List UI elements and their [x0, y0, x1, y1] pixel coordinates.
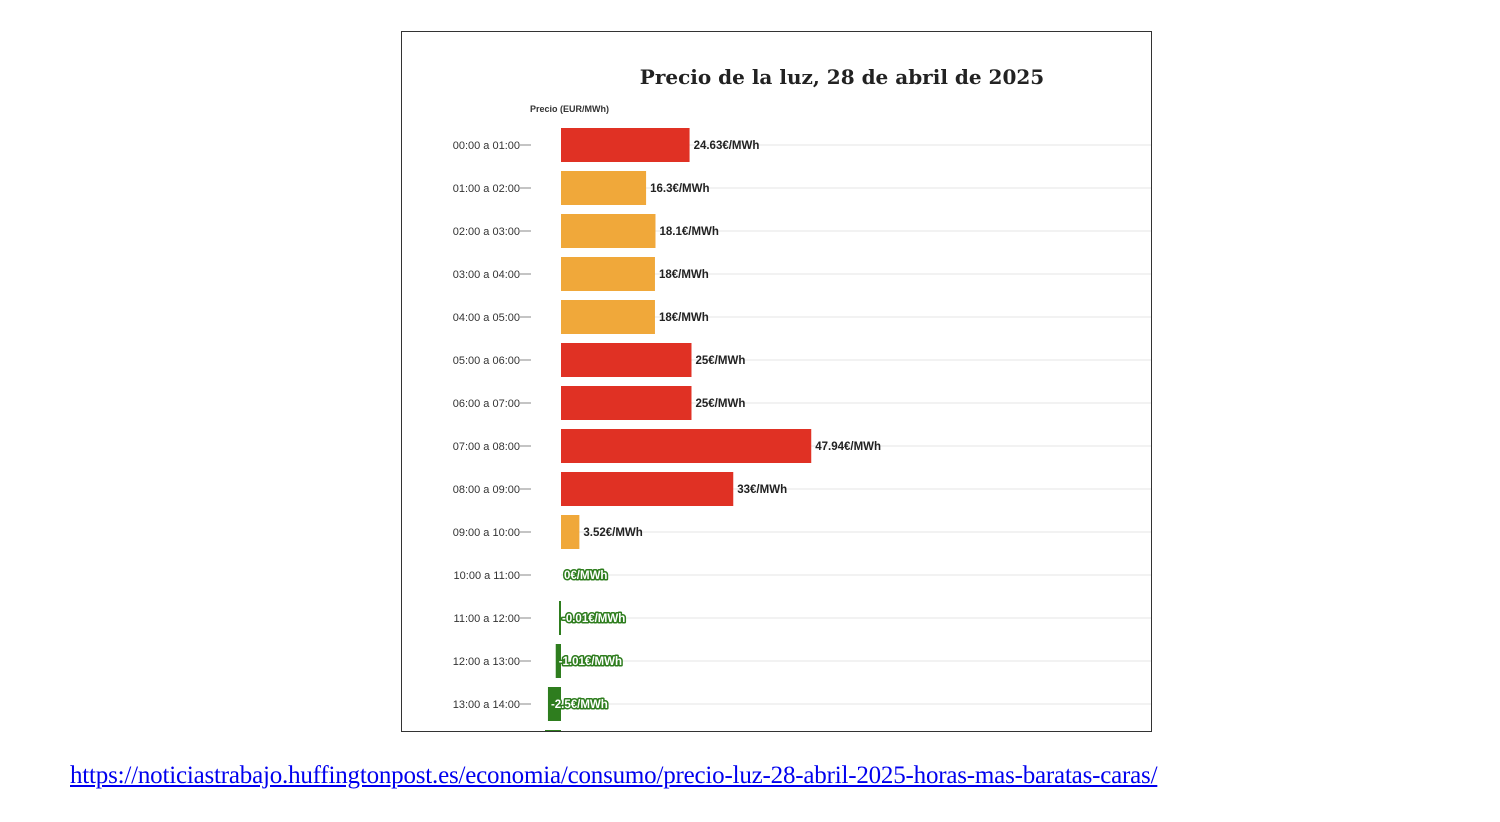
- data-label: -0.01€/MWh: [562, 613, 625, 625]
- source-link[interactable]: https://noticiastrabajo.huffingtonpost.e…: [70, 762, 1158, 789]
- bar: [561, 300, 655, 334]
- bar-chart: Precio de la luz, 28 de abril de 2025 Pr…: [453, 65, 1151, 731]
- data-label: 25€/MWh: [696, 398, 746, 410]
- data-label: 33€/MWh: [737, 484, 787, 496]
- category-label: 05:00 a 06:00: [453, 355, 520, 367]
- data-label: 3.52€/MWh: [583, 527, 642, 539]
- category-label: 13:00 a 14:00: [453, 699, 520, 711]
- bars-layer: 00:00 a 01:00 24.63€/MWh 01:00 a 02:00 16.3…: [453, 128, 1151, 731]
- bar: [561, 515, 580, 549]
- data-label: 47.94€/MWh: [815, 441, 881, 453]
- bar: [561, 128, 690, 162]
- bar: [561, 343, 692, 377]
- data-label: 16.3€/MWh: [650, 183, 709, 195]
- category-label: 02:00 a 03:00: [453, 226, 520, 238]
- category-label: 01:00 a 02:00: [453, 183, 520, 195]
- data-label: -1.01€/MWh: [559, 656, 622, 668]
- bar: [561, 257, 655, 291]
- bar: [547, 687, 561, 721]
- bar-truncated: [545, 730, 561, 731]
- category-label: 00:00 a 01:00: [453, 140, 520, 152]
- category-label: 12:00 a 13:00: [453, 656, 520, 668]
- bar: [561, 429, 812, 463]
- data-label: 18.1€/MWh: [659, 226, 718, 238]
- category-label: 07:00 a 08:00: [453, 441, 520, 453]
- data-label: 25€/MWh: [696, 355, 746, 367]
- chart-title: Precio de la luz, 28 de abril de 2025: [640, 65, 1044, 89]
- data-label: -2.5€/MWh: [551, 699, 608, 711]
- category-label: 11:00 a 12:00: [454, 613, 520, 625]
- category-label: 06:00 a 07:00: [453, 398, 520, 410]
- bar: [561, 214, 656, 248]
- category-label: 10:00 a 11:00: [454, 570, 520, 582]
- bar: [561, 171, 647, 205]
- category-label: 04:00 a 05:00: [453, 312, 520, 324]
- data-label: 18€/MWh: [659, 312, 709, 324]
- category-label: 08:00 a 09:00: [453, 484, 520, 496]
- y-axis-label: Precio (EUR/MWh): [530, 104, 609, 114]
- chart-frame: Precio de la luz, 28 de abril de 2025 Pr…: [401, 31, 1152, 732]
- data-label: 24.63€/MWh: [694, 140, 760, 152]
- data-label: 0€/MWh: [564, 570, 607, 582]
- bar: [559, 601, 561, 635]
- bar: [561, 472, 734, 506]
- bar: [561, 386, 692, 420]
- bar: [555, 644, 561, 678]
- category-label: 09:00 a 10:00: [453, 527, 520, 539]
- data-label: 18€/MWh: [659, 269, 709, 281]
- category-label: 03:00 a 04:00: [453, 269, 520, 281]
